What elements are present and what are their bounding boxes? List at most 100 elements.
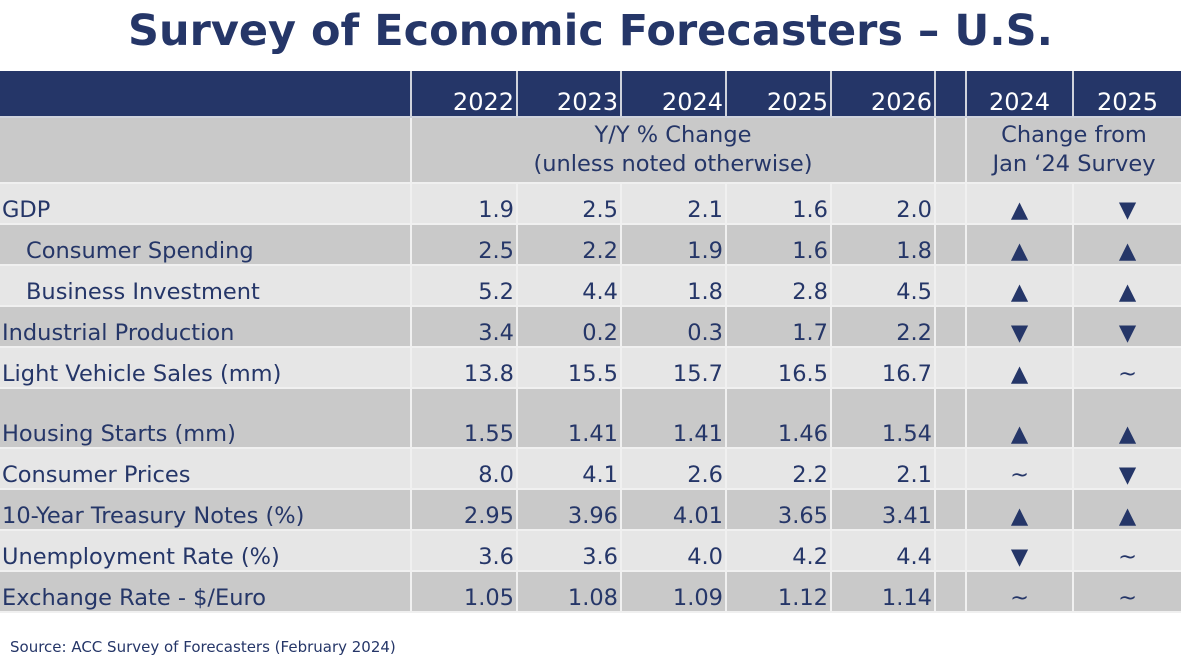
value-cell-2025: 1.12: [727, 572, 832, 613]
table-row: Industrial Production 3.4 0.2 0.3 1.7 2.2 ▼ ▼: [0, 307, 1181, 348]
value-cell-2025: 16.5: [727, 348, 832, 389]
value-cell-2025: 2.8: [727, 266, 832, 307]
value-cell-2022: 5.2: [412, 266, 518, 307]
up-arrow-icon: ▲: [1074, 490, 1181, 531]
value-cell-2025: 4.2: [727, 531, 832, 572]
up-arrow-icon: ▲: [1074, 389, 1181, 449]
up-arrow-icon: ▲: [967, 490, 1074, 531]
table-row: GDP 1.9 2.5 2.1 1.6 2.0 ▲ ▼: [0, 184, 1181, 225]
up-arrow-icon: ▲: [967, 225, 1074, 266]
change-header-2024: 2024: [967, 71, 1074, 118]
col-header-2023: 2023: [518, 71, 622, 118]
spacer-cell: [936, 307, 967, 348]
col-header-2025: 2025: [727, 71, 832, 118]
value-cell-2023: 4.4: [518, 266, 622, 307]
spacer-cell: [936, 348, 967, 389]
value-cell-2026: 2.2: [832, 307, 936, 348]
unchanged-tilde-icon: ~: [1074, 348, 1181, 389]
row-label: Consumer Prices: [0, 449, 412, 490]
row-label: Consumer Spending: [0, 225, 412, 266]
page-title: Survey of Economic Forecasters – U.S.: [128, 6, 1053, 56]
table-row: Unemployment Rate (%) 3.6 3.6 4.0 4.2 4.4 ▼ ~: [0, 531, 1181, 572]
value-cell-2024: 4.0: [622, 531, 727, 572]
up-arrow-icon: ▲: [967, 348, 1074, 389]
value-cell-2025: 1.7: [727, 307, 832, 348]
down-arrow-icon: ▼: [967, 531, 1074, 572]
value-cell-2024: 0.3: [622, 307, 727, 348]
spacer-cell: [936, 184, 967, 225]
spacer-cell: [936, 490, 967, 531]
value-cell-2024: 1.41: [622, 389, 727, 449]
value-cell-2022: 2.5: [412, 225, 518, 266]
down-arrow-icon: ▼: [1074, 184, 1181, 225]
yoy-line2: (unless noted otherwise): [533, 151, 813, 177]
value-cell-2025: 3.65: [727, 490, 832, 531]
spacer-cell: [936, 225, 967, 266]
value-cell-2025: 1.6: [727, 225, 832, 266]
value-cell-2023: 4.1: [518, 449, 622, 490]
change-line1: Change from: [1001, 122, 1147, 148]
row-label: 10-Year Treasury Notes (%): [0, 490, 412, 531]
row-label: Exchange Rate - $/Euro: [0, 572, 412, 613]
yoy-line1: Y/Y % Change: [594, 122, 752, 148]
value-cell-2022: 2.95: [412, 490, 518, 531]
row-label: Housing Starts (mm): [0, 389, 412, 449]
change-line2: Jan ‘24 Survey: [992, 151, 1156, 177]
down-arrow-icon: ▼: [1074, 307, 1181, 348]
value-cell-2023: 1.08: [518, 572, 622, 613]
value-cell-2026: 1.8: [832, 225, 936, 266]
row-label: GDP: [0, 184, 412, 225]
value-cell-2022: 1.9: [412, 184, 518, 225]
unchanged-tilde-icon: ~: [967, 449, 1074, 490]
up-arrow-icon: ▲: [1074, 266, 1181, 307]
value-cell-2024: 1.09: [622, 572, 727, 613]
value-cell-2024: 4.01: [622, 490, 727, 531]
header-blank: [0, 71, 412, 118]
change-subheader: Change from Jan ‘24 Survey: [967, 118, 1181, 184]
value-cell-2026: 1.14: [832, 572, 936, 613]
value-cell-2022: 3.6: [412, 531, 518, 572]
value-cell-2024: 2.6: [622, 449, 727, 490]
row-label: Business Investment: [0, 266, 412, 307]
row-label: Light Vehicle Sales (mm): [0, 348, 412, 389]
subheader-spacer: [936, 118, 967, 184]
forecast-table: 2022 2023 2024 2025 2026 2024 2025 Y/Y %…: [0, 71, 1181, 613]
value-cell-2024: 2.1: [622, 184, 727, 225]
unchanged-tilde-icon: ~: [1074, 572, 1181, 613]
spacer-cell: [936, 449, 967, 490]
table-row: Consumer Spending 2.5 2.2 1.9 1.6 1.8 ▲ ▲: [0, 225, 1181, 266]
up-arrow-icon: ▲: [967, 184, 1074, 225]
value-cell-2026: 16.7: [832, 348, 936, 389]
value-cell-2023: 2.2: [518, 225, 622, 266]
table-row: Light Vehicle Sales (mm) 13.8 15.5 15.7 16.5…: [0, 348, 1181, 389]
spacer-cell: [936, 572, 967, 613]
spacer-cell: [936, 266, 967, 307]
value-cell-2026: 1.54: [832, 389, 936, 449]
header-row: 2022 2023 2024 2025 2026 2024 2025: [0, 71, 1181, 118]
value-cell-2022: 13.8: [412, 348, 518, 389]
value-cell-2022: 1.05: [412, 572, 518, 613]
value-cell-2026: 2.0: [832, 184, 936, 225]
col-header-2024: 2024: [622, 71, 727, 118]
table-row: 10-Year Treasury Notes (%) 2.95 3.96 4.01 3.…: [0, 490, 1181, 531]
value-cell-2023: 1.41: [518, 389, 622, 449]
value-cell-2022: 8.0: [412, 449, 518, 490]
value-cell-2026: 2.1: [832, 449, 936, 490]
unchanged-tilde-icon: ~: [1074, 531, 1181, 572]
row-label: Industrial Production: [0, 307, 412, 348]
yoy-subheader: Y/Y % Change (unless noted otherwise): [412, 118, 936, 184]
value-cell-2022: 1.55: [412, 389, 518, 449]
value-cell-2026: 4.5: [832, 266, 936, 307]
value-cell-2025: 1.6: [727, 184, 832, 225]
value-cell-2025: 1.46: [727, 389, 832, 449]
value-cell-2026: 4.4: [832, 531, 936, 572]
down-arrow-icon: ▼: [1074, 449, 1181, 490]
value-cell-2024: 1.8: [622, 266, 727, 307]
table-row: Business Investment 5.2 4.4 1.8 2.8 4.5 ▲ ▲: [0, 266, 1181, 307]
table-row: Housing Starts (mm) 1.55 1.41 1.41 1.46 1.54 ▲…: [0, 389, 1181, 449]
col-header-2022: 2022: [412, 71, 518, 118]
subheader-blank: [0, 118, 412, 184]
value-cell-2023: 0.2: [518, 307, 622, 348]
value-cell-2024: 15.7: [622, 348, 727, 389]
value-cell-2023: 15.5: [518, 348, 622, 389]
